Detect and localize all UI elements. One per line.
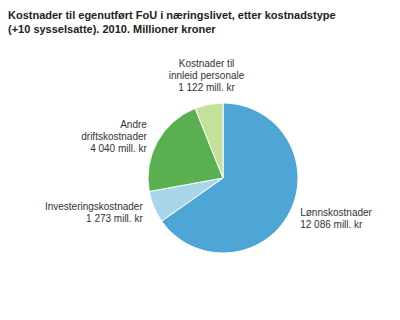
svg-text:Lønnskostnader12 086 mill. kr: Lønnskostnader12 086 mill. kr xyxy=(300,207,372,230)
html-text:(+10 sysselsatte). 2010. Milli: (+10 sysselsatte). 2010. Millioner krone… xyxy=(8,23,216,35)
svg-text:Andredriftskostnader4 040 mill: Andredriftskostnader4 040 mill. kr xyxy=(81,119,147,154)
svg-text:Kostnader tilinnleid personale: Kostnader tilinnleid personale1 122 mill… xyxy=(169,58,245,93)
svg-text:Investeringskostnader1 273 mil: Investeringskostnader1 273 mill. kr xyxy=(45,201,144,224)
html-text:Kostnader til egenutført FoU i: Kostnader til egenutført FoU i næringsli… xyxy=(8,9,336,21)
